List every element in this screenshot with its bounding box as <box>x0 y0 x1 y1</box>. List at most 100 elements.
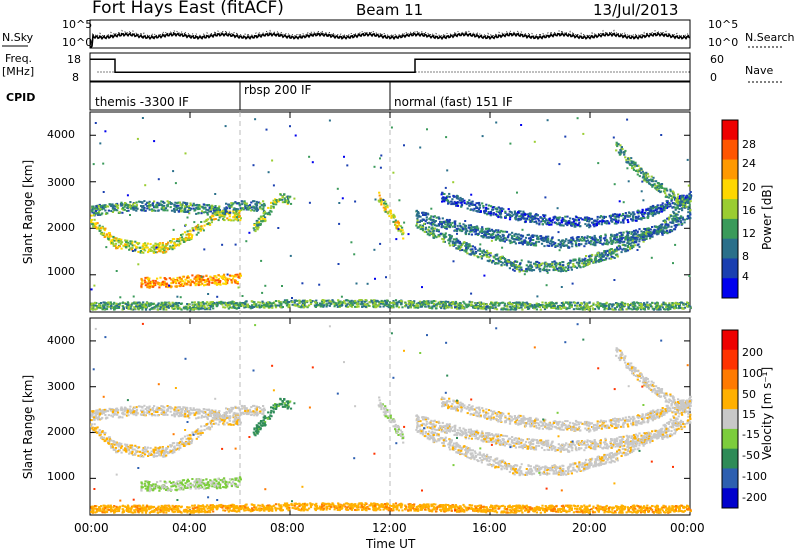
power-pixel-band_h <box>618 214 621 217</box>
power-pixel-band_d <box>283 193 286 196</box>
power-pixel-band_f <box>469 248 472 251</box>
power-pixel-band_b <box>159 203 162 206</box>
power-pixel-ground_near <box>419 302 422 305</box>
power-pixel-ground_near <box>474 304 477 307</box>
power-pixel-ground_near <box>288 303 291 306</box>
power-pixel-band_f <box>578 259 581 262</box>
power-pixel-band_c <box>223 282 226 285</box>
power-pixel-band_f <box>443 240 446 243</box>
power-pixel-band_g <box>484 227 488 230</box>
power-pixel-band_f <box>427 228 430 231</box>
power-pixel-band_c <box>172 277 175 280</box>
power-pixel-band_h <box>542 220 545 223</box>
power-pixel-band_g <box>546 238 550 241</box>
power-pixel-band_h <box>533 221 536 223</box>
power-pixel-band_h <box>516 212 519 215</box>
power-pixel-band_b <box>225 208 228 211</box>
power-pixel-band_f <box>606 255 609 258</box>
power-pixel-ground_near <box>364 303 367 306</box>
power-pixel-band_h <box>572 223 575 226</box>
power-pixel-ground_near <box>291 303 294 306</box>
power-pixel-band_c <box>178 282 181 285</box>
power-pixel-band_b <box>136 207 139 210</box>
power-pixel-band_h <box>524 217 527 220</box>
power-pixel-band_b <box>101 212 104 215</box>
power-pixel-band_h <box>556 223 559 226</box>
power-pixel-band_g <box>599 238 602 240</box>
power-pixel-band_b <box>197 212 200 215</box>
power-pixel-band_b <box>135 201 138 204</box>
power-pixel-band_g <box>451 221 454 224</box>
power-pixel-band_f <box>513 269 516 272</box>
power-pixel-band_f <box>649 233 652 236</box>
power-pixel-band_h <box>530 220 534 222</box>
power-pixel-band_b <box>94 212 97 215</box>
power-pixel-band_h <box>556 219 559 221</box>
power-pixel-band_g <box>550 242 553 245</box>
power-pixel-ground_near <box>590 305 593 307</box>
power-pixel-band_h <box>481 202 484 205</box>
power-pixel-ground_near <box>647 304 650 307</box>
power-pixel-band_i <box>622 151 625 154</box>
power-pixel-ground_near <box>156 308 160 311</box>
power-pixel-band_g <box>545 235 548 238</box>
power-pixel-band_f <box>584 257 587 260</box>
power-pixel-band_f <box>570 266 573 269</box>
power-pixel-band_g <box>540 239 543 242</box>
power-pixel-band_g <box>638 238 641 241</box>
power-pixel-band_h <box>497 206 500 209</box>
power-pixel-band_h <box>661 208 664 211</box>
power-pixel-band_d <box>281 198 284 201</box>
power-pixel-band_h <box>489 214 492 217</box>
power-pixel-band_f <box>484 251 487 254</box>
power-pixel-band_h <box>451 202 454 205</box>
power-pixel-band_h <box>441 200 444 203</box>
power-pixel-band_f <box>458 240 461 243</box>
power-pixel-band_f <box>548 269 551 272</box>
power-pixel-band_f <box>672 217 676 220</box>
power-pixel-band_h <box>659 207 663 210</box>
power-pixel-band_g <box>526 242 529 245</box>
power-pixel-band_f <box>466 252 469 255</box>
power-pixel-band_e <box>396 221 399 224</box>
power-pixel-band_a <box>102 232 105 235</box>
power-pixel-band_b <box>125 210 129 212</box>
power-pixel-band_g <box>652 232 655 234</box>
power-pixel-band_a <box>170 246 173 249</box>
power-pixel-band_b <box>184 211 187 213</box>
power-pixel-band_f <box>575 261 579 264</box>
power-pixel-band_b <box>208 210 211 213</box>
power-pixel-band_g <box>567 246 570 249</box>
power-pixel-band_d <box>286 195 289 198</box>
power-pixel-band_g <box>470 225 473 228</box>
power-pixel-band_i <box>679 201 682 203</box>
power-pixel-band_a <box>235 210 238 213</box>
power-pixel-band_a <box>172 244 175 247</box>
power-pixel-band_h <box>534 214 537 217</box>
power-pixel-band_f <box>422 226 425 229</box>
power-pixel-ground_near <box>109 305 113 308</box>
power-pixel-band_f <box>663 219 666 222</box>
power-pixel-ground_near <box>106 305 109 308</box>
power-pixel-band_h <box>543 215 546 218</box>
power-pixel-band_e <box>402 231 405 234</box>
power-pixel-band_f <box>510 263 513 266</box>
power-pixel-band_g <box>550 244 553 247</box>
power-pixel-band_f <box>522 269 525 272</box>
power-pixel-band_g <box>656 226 659 229</box>
power-pixel-band_g <box>541 237 544 239</box>
power-pixel-band_g <box>574 242 578 245</box>
power-pixel-band_h <box>468 204 471 207</box>
power-pixel-band_g <box>453 225 456 228</box>
power-pixel-band_b <box>100 204 103 207</box>
power-pixel-band_h <box>447 202 450 205</box>
power-pixel-band_f <box>496 257 499 260</box>
power-pixel-band_g <box>666 232 669 235</box>
power-pixel-band_f <box>488 260 491 263</box>
power-pixel-ground_near <box>541 301 544 304</box>
power-pixel-band_h <box>540 216 543 219</box>
power-pixel-band_f <box>516 265 519 268</box>
power-pixel-band_f <box>547 264 550 267</box>
power-pixel-band_d <box>281 196 284 199</box>
power-pixel-band_c <box>197 277 200 280</box>
